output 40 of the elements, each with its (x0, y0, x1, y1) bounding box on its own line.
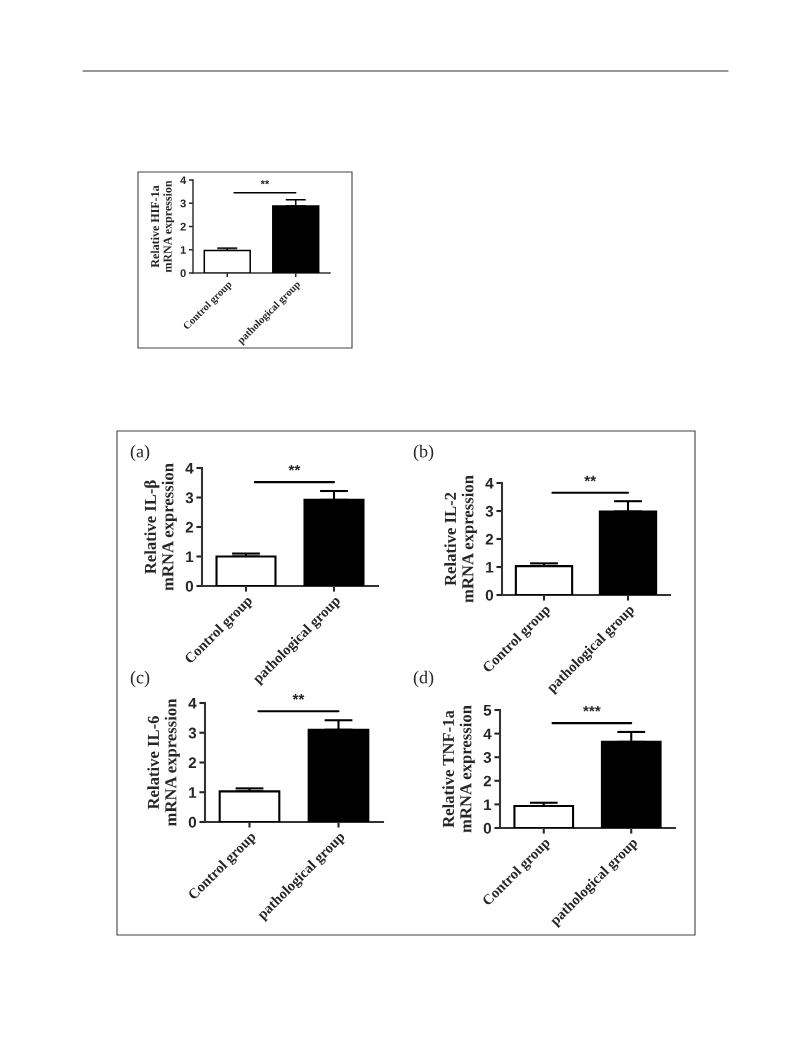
chart-title: (c) (130, 670, 150, 688)
y-tick-label: 1 (189, 787, 197, 798)
y-tick-label: 4 (483, 728, 492, 740)
y-tick-label: 3 (485, 505, 494, 517)
y-tick-label: 5 (483, 705, 492, 716)
y-tick-label: 0 (485, 589, 494, 601)
y-tick-label: 0 (185, 580, 194, 592)
y-axis-title: Relative IL-2 mRNA expression (444, 475, 477, 603)
annotation: *** (583, 705, 601, 712)
chart-title: (d) (413, 670, 434, 688)
y-tick-label: 1 (186, 551, 194, 563)
y-tick-label: 4 (180, 176, 187, 184)
y-tick-label: 3 (483, 752, 492, 763)
y-tick-label: 2 (483, 775, 492, 787)
y-tick-label: 2 (188, 757, 197, 769)
y-axis-title: Relative IL-6 mRNA expression (147, 698, 180, 827)
y-tick-label: 4 (188, 698, 197, 709)
y-tick-label: 4 (185, 463, 194, 474)
y-tick-label: 2 (485, 533, 494, 545)
y-tick-label: 1 (180, 246, 186, 254)
annotation: ** (288, 464, 301, 471)
y-axis-title: Relative IL-β mRNA expression (144, 463, 177, 591)
chart-title: (a) (130, 444, 150, 462)
y-tick-label: 0 (180, 269, 186, 278)
text: ** (584, 475, 597, 482)
annotation: ** (260, 180, 270, 185)
y-tick-label: 1 (486, 562, 494, 573)
chart-title: (b) (413, 444, 434, 462)
y-axis-title: Relative TNF-1a mRNA expression (442, 705, 475, 833)
y-axis-title: Relative HIF-1a mRNA expression (150, 180, 175, 273)
y-tick-label: 3 (180, 199, 186, 208)
y-tick-label: 3 (185, 492, 194, 504)
y-tick-label: 4 (485, 478, 494, 489)
y-tick-label: 2 (180, 222, 186, 231)
y-tick-label: 2 (185, 521, 194, 533)
y-tick-label: 0 (188, 816, 197, 828)
y-tick-label: 1 (484, 799, 492, 810)
y-tick-label: 0 (483, 822, 492, 834)
text: ** (292, 694, 305, 700)
y-tick-label: 3 (188, 727, 197, 739)
